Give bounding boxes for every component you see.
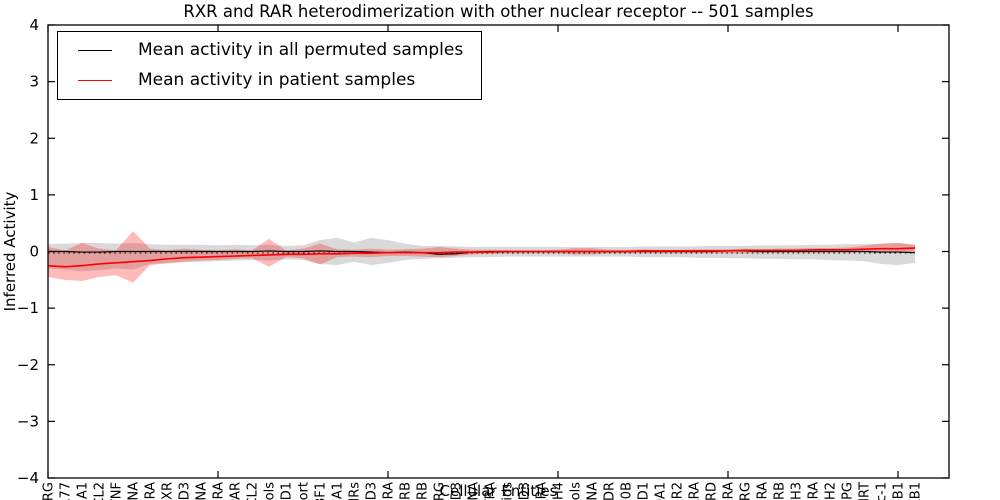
x-category-label: RXR alpha/CCPG [841, 482, 856, 500]
x-category-label: THRA [756, 482, 771, 500]
x-category-label: RXRs/VDR/DNA/Vit D3 [178, 482, 193, 500]
x-category-label: SREBF1 [314, 482, 329, 500]
x-category-label: mol:Vit D3 [518, 482, 533, 500]
legend-label-permuted: Mean activity in all permuted samples [138, 40, 464, 60]
legend-line-permuted-swatch [78, 49, 112, 51]
x-category-label: RXRs/RXRs/DNA/9cRA [144, 482, 159, 500]
x-category-label: RPS6KB1 [909, 482, 924, 500]
x-category-label: cholesterol transport [297, 482, 312, 500]
x-category-label: VDR [603, 482, 618, 500]
y-tick-label: −3 [17, 412, 39, 430]
y-tick-label: 4 [29, 16, 39, 34]
x-category-label: RARB [399, 482, 414, 500]
x-category-label: VDR/Vit D3/DNA [467, 482, 482, 500]
x-category-label: RXRG [42, 482, 57, 500]
x-category-label: NR1H3 [790, 482, 805, 500]
legend-label-patient: Mean activity in patient samples [138, 70, 416, 90]
x-category-label: RXRs/LXRs/DNA/Oxysterols [263, 482, 278, 500]
x-category-label: RXRs/PPAR [229, 482, 244, 500]
x-category-label: RXRs/LXRs/DNA [195, 482, 210, 500]
x-category-label: RXRs/LXRs/DNA/9cRA [212, 482, 227, 500]
x-category-label: RARG [739, 482, 754, 500]
x-category-label: RXRs/FXR [161, 482, 176, 500]
x-category-label: RXRs/PPAR/9cRA/PGJ2/DNA [127, 482, 142, 500]
x-category-label: mol:Oxysterols [569, 482, 584, 500]
y-tick-label: −1 [17, 299, 39, 317]
x-category-label: RXRs/NUR77 [59, 482, 74, 500]
y-tick-label: 3 [29, 73, 39, 91]
x-category-label: NR1H2 [824, 482, 839, 500]
y-tick-label: 0 [29, 243, 39, 261]
legend-item-permuted: Mean activity in all permuted samples [68, 39, 463, 61]
x-category-label: TNF [110, 482, 125, 500]
x-category-label: RARs/THRs [348, 482, 363, 500]
y-tick-label: −2 [17, 356, 39, 374]
x-category-label: VDR/VDR/DNA [586, 482, 601, 500]
x-category-label: NR4A1 [76, 482, 91, 500]
x-category-label: NR1H4 [552, 482, 567, 500]
legend-item-patient: Mean activity in patient samples [68, 69, 463, 91]
x-category-label: PPARA [688, 482, 703, 500]
x-category-label: RXRB [773, 482, 788, 500]
y-tick-label: 2 [29, 129, 39, 147]
x-category-label: RARs/RARs/DNA/9cRA [382, 482, 397, 500]
x-category-label: BCL2 [246, 482, 261, 500]
legend: Mean activity in all permuted samples Me… [57, 31, 483, 100]
x-category-label: TGFB1 [892, 482, 907, 500]
x-category-label: RARs/THRs/DNA/SMRT [858, 482, 873, 500]
x-category-label: PPARG [433, 482, 448, 500]
x-category-label: RARA [722, 482, 737, 500]
x-category-label: MED1 [637, 482, 652, 500]
series-line-patient [47, 247, 916, 268]
x-category-label: mol:ATRA [484, 482, 499, 500]
band-patient [48, 231, 915, 283]
y-tick-label: 1 [29, 186, 39, 204]
x-category-label: mol:Bile acids [501, 482, 516, 500]
x-category-label: PPARD [705, 482, 720, 500]
band-permuted [48, 237, 915, 272]
x-category-label: mol:9cRA [535, 482, 550, 500]
legend-line-patient-swatch [78, 79, 112, 81]
chart-title: RXR and RAR heterodimerization with othe… [183, 2, 813, 21]
x-axis-label: Cellular Entities [440, 482, 558, 500]
x-category-label: NCOA1 [654, 482, 669, 500]
x-category-label: RARs/THRs/DNA/Src-1 [875, 482, 890, 500]
x-category-label: THRB [416, 482, 431, 500]
x-category-label: VDR/VDR/Vit D3 [450, 482, 465, 500]
x-category-label: FAM120B [620, 482, 635, 500]
x-category-label: RXRs/FXR/9cRA/MED1 [280, 482, 295, 500]
x-category-label: RARs/VDR/DNA/Vit D3 [365, 482, 380, 500]
y-axis-label: Inferred Activity [1, 191, 19, 311]
x-category-label: NCOR2 [671, 482, 686, 500]
x-category-label: RXRs/NUR77/BCL2 [93, 482, 108, 500]
x-category-label: RXRA [807, 482, 822, 500]
x-category-label: ABCA1 [331, 482, 346, 500]
y-tick-label: −4 [17, 469, 39, 487]
